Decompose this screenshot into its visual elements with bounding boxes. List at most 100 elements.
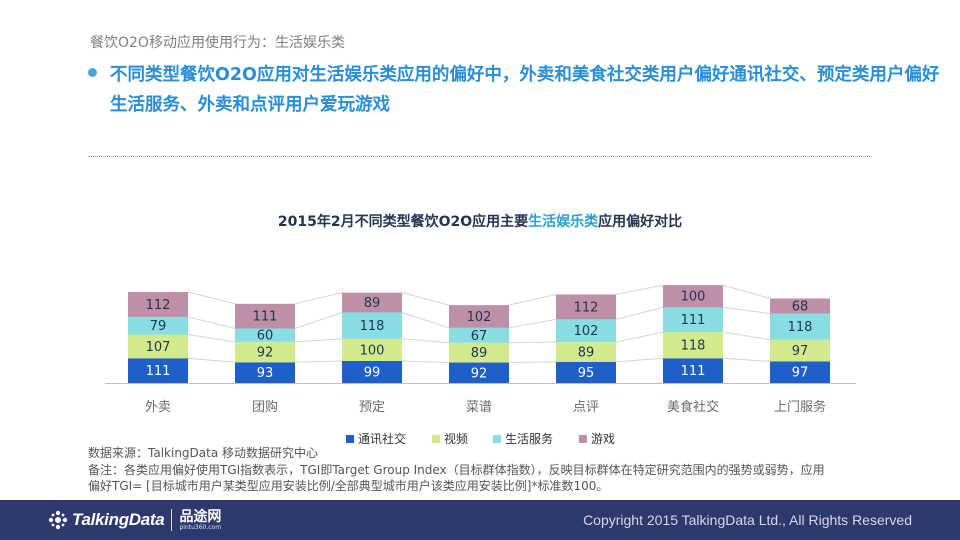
pintu-logo-text: 品途网: [179, 508, 222, 525]
section-title: 餐饮O2O移动应用使用行为：生活娱乐类: [90, 35, 345, 51]
talkingdata-logo-icon: [48, 510, 68, 530]
legend-label: 游戏: [591, 432, 615, 446]
stacked-bar-chart: 111 107 79 112 外卖 93 92 60 111 团购 99 100 118 89 预定 92 89…: [105, 284, 856, 446]
data-label: 92: [257, 346, 274, 361]
chart-title: 2015年2月不同类型餐饮O2O应用主要生活娱乐类应用偏好对比: [0, 211, 960, 231]
legend-swatch: [346, 435, 354, 443]
data-label: 60: [257, 329, 274, 344]
data-label: 89: [364, 296, 381, 311]
bar-segment: [556, 294, 616, 320]
series-connector-line: [722, 331, 771, 341]
bar-segment: [556, 361, 616, 383]
bullet-icon: [88, 68, 97, 77]
bar-segment: [770, 313, 830, 340]
series-connector-line: [294, 292, 343, 305]
legend-swatch: [493, 435, 501, 443]
category-label: 美食社交: [667, 399, 719, 415]
data-label: 112: [574, 300, 599, 315]
category-label: 外卖: [145, 400, 171, 415]
footnote-line-1: 备注：各类应用偏好使用TGI指数表示，TGI即Target Group Inde…: [88, 463, 825, 477]
data-source: 数据来源：TalkingData 移动数据研究中心: [88, 446, 319, 460]
data-label: 118: [360, 319, 385, 334]
data-label: 95: [578, 366, 595, 381]
data-label: 97: [792, 366, 809, 381]
legend-swatch: [579, 435, 587, 443]
bar-segment: [770, 298, 830, 314]
data-label: 118: [788, 320, 813, 335]
category-label: 团购: [252, 399, 278, 415]
brand-logos: TalkingData 品途网 pintu360.com: [48, 508, 221, 532]
data-label: 111: [253, 310, 278, 325]
legend-label: 视频: [444, 431, 468, 446]
chart-title-prefix: 2015年2月不同类型餐饮O2O应用主要: [277, 214, 529, 230]
series-connector-line: [615, 331, 664, 343]
data-label: 97: [792, 344, 809, 359]
data-label: 79: [150, 319, 167, 334]
bar-segment: [128, 358, 188, 383]
data-label: 112: [146, 298, 171, 313]
chart-title-highlight: 生活娱乐类: [528, 214, 599, 230]
series-connector-line: [294, 338, 343, 343]
data-label: 111: [681, 313, 706, 328]
series-connector-line: [722, 357, 771, 362]
bar-segment: [342, 360, 402, 383]
series-connector-line: [401, 338, 450, 344]
series-connector-line: [508, 341, 557, 344]
bar-segment: [770, 361, 830, 383]
legend-label: 通讯社交: [358, 431, 406, 446]
data-label: 111: [681, 364, 706, 379]
series-connector-line: [187, 291, 236, 305]
bar-segment: [663, 307, 723, 333]
pintu-logo-url: pintu360.com: [179, 523, 222, 531]
bar-segment: [449, 362, 509, 383]
series-connector-line: [187, 316, 236, 329]
bar-segment: [449, 305, 509, 328]
data-label: 118: [681, 339, 706, 354]
logo-separator: [171, 509, 173, 531]
legend-label: 生活服务: [505, 431, 553, 446]
category-label: 菜谱: [466, 400, 492, 415]
data-label: 111: [146, 364, 171, 379]
category-label: 点评: [573, 400, 599, 415]
bar-segment: [128, 316, 188, 335]
series-connector-line: [722, 284, 771, 299]
bar-segment: [342, 312, 402, 339]
copyright-text: Copyright 2015 TalkingData Ltd., All Rig…: [583, 512, 912, 528]
category-label: 上门服务: [774, 399, 826, 415]
data-label: 102: [467, 310, 492, 325]
bar-segment: [449, 342, 509, 363]
data-label: 107: [146, 340, 171, 355]
series-connector-line: [615, 284, 664, 295]
bar-segment: [235, 362, 295, 383]
category-label: 预定: [359, 400, 385, 415]
bar-segment: [235, 303, 295, 329]
bar-segment: [128, 291, 188, 317]
data-label: 89: [471, 346, 488, 361]
bar-segment: [342, 292, 402, 313]
pintu-logo: 品途网 pintu360.com: [179, 510, 221, 531]
series-connector-line: [615, 357, 664, 363]
data-label: 68: [792, 300, 809, 315]
bar-segment: [342, 338, 402, 361]
bar-segment: [663, 332, 723, 359]
series-connector-line: [722, 306, 771, 315]
headline: 不同类型餐饮O2O应用对生活娱乐类应用的偏好中，外卖和美食社交类用户偏好通讯社交…: [110, 65, 940, 115]
series-connector-line: [294, 311, 343, 329]
series-connector-line: [401, 311, 450, 329]
bar-segment: [556, 342, 616, 362]
bar-segment: [235, 328, 295, 342]
data-label: 102: [574, 324, 599, 339]
bar-segment: [663, 358, 723, 383]
data-label: 100: [360, 343, 385, 358]
series-connector-line: [508, 318, 557, 329]
series-connector-line: [508, 293, 557, 306]
series-connector-line: [294, 360, 343, 363]
footnote-line-2: 偏好TGI= [目标城市用户某类型应用安装比例/全部典型城市用户该类应用安装比例…: [88, 479, 609, 493]
bar-segment: [556, 319, 616, 343]
bar-segment: [449, 327, 509, 343]
bar-segment: [663, 285, 723, 308]
footer-bar: TalkingData 品途网 pintu360.com Copyright 2…: [0, 500, 960, 540]
bar-segment: [128, 334, 188, 359]
dotted-divider: [88, 156, 872, 157]
series-connector-line: [401, 292, 450, 306]
